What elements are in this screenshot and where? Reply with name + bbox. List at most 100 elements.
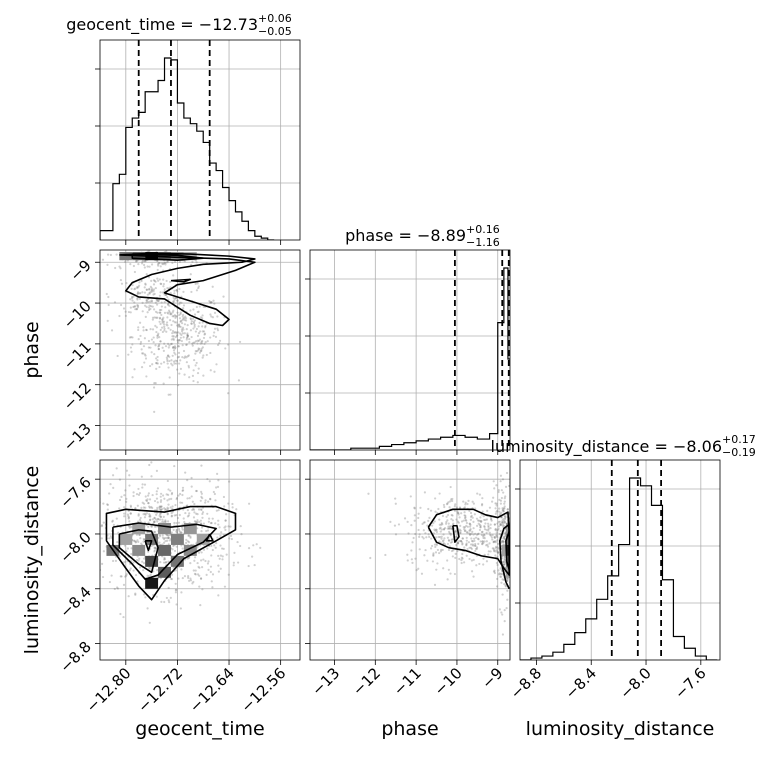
scatter-point (211, 586, 214, 589)
scatter-point (511, 528, 513, 530)
scatter-point (142, 569, 145, 572)
scatter-point (501, 507, 504, 510)
scatter-point (420, 572, 424, 575)
scatter-point (154, 382, 157, 385)
scatter-point (145, 305, 148, 309)
scatter-point (166, 512, 169, 515)
scatter-point (174, 359, 177, 362)
scatter-point (479, 526, 482, 529)
scatter-point (196, 310, 199, 314)
scatter-point (146, 498, 149, 501)
scatter-point (435, 528, 438, 532)
scatter-point (252, 544, 255, 547)
density-cell (183, 544, 197, 556)
scatter-point (172, 335, 175, 338)
scatter-point (499, 567, 502, 570)
scatter-point (183, 316, 186, 320)
scatter-point (197, 310, 200, 313)
scatter-point (175, 362, 178, 365)
scatter-point (251, 555, 254, 558)
histogram-bar (630, 478, 641, 660)
scatter-point (163, 558, 166, 561)
scatter-point (133, 539, 136, 542)
scatter-point (193, 559, 196, 562)
scatter-point (202, 330, 206, 333)
scatter-point (211, 573, 215, 576)
scatter-point (190, 476, 193, 480)
scatter-point (188, 512, 191, 515)
scatter-point (186, 479, 189, 482)
scatter-point (474, 542, 477, 546)
scatter-point (152, 279, 156, 282)
scatter-point (148, 288, 151, 291)
scatter-point (169, 312, 172, 315)
scatter-point (502, 540, 505, 544)
scatter-point (259, 546, 262, 549)
scatter-point (464, 529, 467, 532)
histogram-bar (477, 439, 489, 450)
scatter-point (532, 512, 534, 514)
scatter-point (155, 362, 158, 365)
scatter-point (449, 572, 452, 575)
scatter-point (222, 495, 226, 499)
scatter-point (167, 354, 170, 357)
scatter-point (214, 499, 217, 502)
scatter-point (176, 339, 179, 342)
scatter-point (162, 316, 165, 319)
scatter-point (134, 541, 137, 544)
scatter-point (178, 338, 181, 342)
scatter-point (187, 514, 190, 517)
scatter-point (195, 289, 199, 292)
scatter-point (213, 331, 216, 334)
scatter-point (127, 595, 130, 598)
scatter-point (494, 502, 497, 505)
scatter-point (486, 543, 489, 546)
scatter-point (148, 514, 152, 517)
scatter-point (178, 260, 182, 264)
scatter-point (163, 342, 166, 345)
scatter-point (179, 325, 182, 328)
scatter-point (160, 326, 164, 329)
contour-line (112, 522, 217, 580)
scatter-point (187, 540, 191, 544)
scatter-point (173, 351, 176, 354)
scatter-point (511, 562, 513, 564)
scatter-point (97, 259, 99, 261)
scatter-point (129, 525, 132, 528)
scatter-point (164, 306, 167, 309)
scatter-point (158, 506, 161, 509)
scatter-point (201, 497, 204, 500)
scatter-point (503, 582, 506, 586)
scatter-point (475, 564, 478, 567)
scatter-point (477, 532, 480, 535)
histogram-bar (662, 580, 673, 660)
scatter-point (148, 291, 151, 295)
scatter-point (145, 288, 148, 291)
x-axis-label-geocent-time: geocent_time (135, 718, 264, 740)
scatter-point (181, 332, 184, 335)
scatter-point (472, 558, 475, 561)
scatter-point (156, 336, 159, 339)
scatter-point (453, 505, 456, 508)
scatter-point (515, 529, 517, 531)
scatter-point (193, 520, 196, 523)
scatter-point (172, 566, 175, 569)
scatter-point (189, 317, 192, 320)
scatter-point (435, 544, 438, 547)
scatter-point (501, 509, 504, 512)
scatter-point (161, 520, 164, 524)
scatter-point (499, 573, 502, 576)
scatter-point (422, 521, 425, 524)
scatter-point (481, 540, 484, 543)
scatter-point (143, 304, 147, 307)
scatter-point (166, 303, 170, 306)
scatter-point (150, 287, 154, 290)
scatter-point (179, 607, 182, 610)
scatter-point (462, 526, 465, 529)
scatter-point (167, 327, 170, 330)
scatter-point (490, 517, 493, 520)
scatter-point (181, 486, 185, 489)
scatter-point (174, 316, 177, 319)
scatter-point (476, 533, 480, 536)
scatter-point (465, 554, 468, 557)
